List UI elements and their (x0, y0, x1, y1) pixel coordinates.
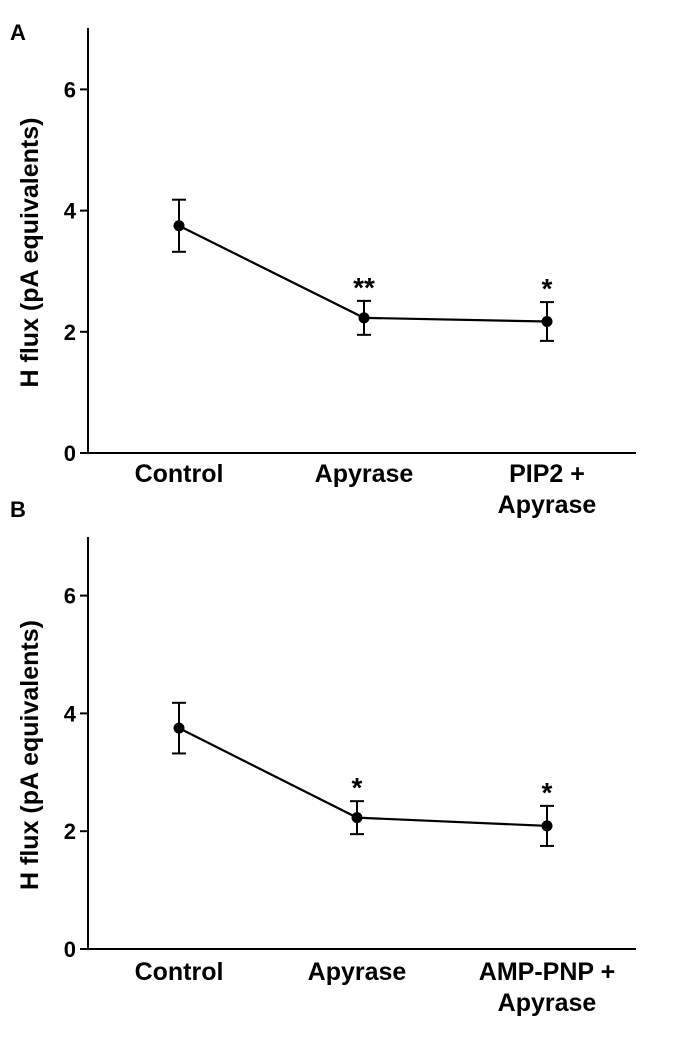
y-tick-label: 0 (64, 937, 76, 962)
y-tick-label: 2 (64, 320, 76, 345)
y-tick-label: 6 (64, 77, 76, 102)
y-tick-label: 0 (64, 441, 76, 466)
y-tick-label: 4 (64, 701, 77, 726)
data-point (173, 220, 185, 232)
x-category-label: Control (135, 460, 224, 488)
series-line (178, 727, 548, 827)
x-category-label: Control (135, 958, 224, 986)
x-category-label: Apyrase (315, 460, 414, 488)
y-axis-title: H flux (pA equivalents) (16, 118, 44, 388)
y-tick-label: 4 (64, 199, 77, 224)
data-point (351, 812, 363, 824)
x-category-label: Apyrase (308, 958, 407, 986)
significance-marker: * (542, 273, 553, 304)
significance-marker: * (542, 777, 553, 808)
x-category-label: PIP2 + Apyrase (498, 460, 597, 519)
panel-label: B (10, 497, 26, 522)
y-axis-title: H flux (pA equivalents) (16, 620, 44, 890)
x-category-label: AMP-PNP + Apyrase (479, 958, 615, 1017)
panel-a: A 0 2 4 6 H flux (pA equivalents) Control Apyra… (10, 20, 636, 519)
y-tick-label: 2 (64, 819, 76, 844)
significance-marker: ** (353, 272, 375, 303)
data-point (358, 312, 370, 324)
data-point (541, 315, 553, 327)
panel-b: B 0 2 4 6 H flux (pA equivalents) Control Apyra… (10, 497, 636, 1017)
data-point (541, 820, 553, 832)
panel-label: A (10, 20, 26, 45)
y-tick-label: 6 (64, 584, 76, 609)
data-point (173, 722, 185, 734)
significance-marker: * (352, 772, 363, 803)
